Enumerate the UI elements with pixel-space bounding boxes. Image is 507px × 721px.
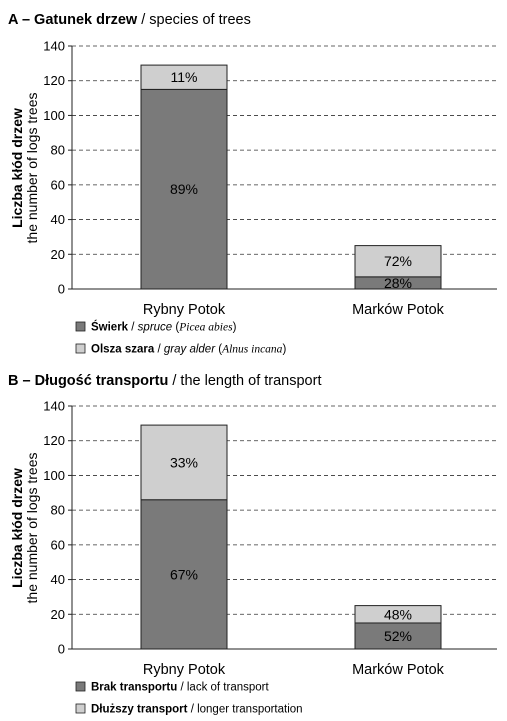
y-tick-label: 120 — [43, 433, 65, 448]
bar-segment — [354, 245, 442, 278]
legend-name-scientific: Picea abies — [178, 322, 233, 334]
y-tick-label: 140 — [43, 39, 65, 54]
data-label: 11% — [171, 69, 198, 85]
bar-segment — [354, 605, 442, 624]
legend-name-bold: Brak transportu — [91, 682, 177, 694]
panel-title-rest: / the length of transport — [168, 373, 321, 389]
legend-entry: Olsza szara / gray alder (Alnus incana) — [91, 344, 286, 356]
legend-name-bold: Olsza szara — [91, 344, 155, 356]
y-axis-label-bold: Liczba kłód drzew — [9, 108, 25, 228]
y-tick-label: 80 — [51, 503, 65, 518]
panel-title-rest: / species of trees — [137, 12, 251, 28]
data-label: 67% — [170, 566, 198, 582]
chart-panel-1: B – Długość transportu / the length of t… — [8, 373, 497, 716]
chart-panel-0: A – Gatunek drzew / species of trees 0 20 4… — [8, 12, 497, 356]
legend-entry: Świerk / spruce (Picea abies) — [91, 321, 237, 334]
y-tick-label: 20 — [51, 607, 65, 622]
y-tick-label: 0 — [58, 642, 65, 657]
y-tick-label: 80 — [51, 143, 65, 158]
y-tick-label: 140 — [43, 399, 65, 414]
legend-name-paren: ( — [172, 322, 179, 334]
data-label: 52% — [384, 628, 412, 644]
x-category-label: Rybny Potok — [143, 302, 226, 318]
y-tick-label: 100 — [43, 108, 65, 123]
panel-title: A – Gatunek drzew / species of trees — [8, 12, 251, 28]
legend-name-sep: / — [154, 344, 164, 356]
x-category-label: Marków Potok — [352, 662, 445, 678]
legend-name-sep: / — [128, 322, 138, 334]
y-tick-label: 60 — [51, 177, 65, 192]
data-label: 72% — [384, 253, 412, 269]
legend-name-rest: / lack of transport — [177, 682, 269, 694]
legend-name-italic: spruce — [138, 322, 173, 334]
y-axis-label-bold: Liczba kłód drzew — [9, 468, 25, 588]
legend-swatch — [75, 343, 86, 354]
y-axis-label: Liczba kłód drzewthe number of logs tree… — [9, 453, 40, 604]
x-category-label: Marków Potok — [352, 302, 445, 318]
data-label: 48% — [384, 606, 412, 622]
legend-name-bold: Świerk — [91, 321, 129, 334]
y-tick-label: 40 — [51, 572, 65, 587]
legend-entry: Brak transportu / lack of transport — [91, 682, 269, 694]
bar-segment — [140, 64, 228, 90]
bar-segment — [140, 88, 228, 290]
legend-swatch — [75, 681, 86, 692]
data-label: 33% — [170, 454, 198, 470]
legend-name-scientific: Alnus incana — [221, 344, 283, 356]
legend-entry: Dłuższy transport / longer transportatio… — [91, 704, 303, 716]
y-tick-label: 60 — [51, 537, 65, 552]
bar-segment — [140, 499, 228, 650]
data-label: 28% — [384, 275, 412, 291]
y-axis-label-rest: the number of logs trees — [24, 453, 40, 604]
panel-title-bold: A – Gatunek drzew — [8, 12, 138, 28]
y-tick-label: 20 — [51, 247, 65, 262]
data-label: 89% — [170, 181, 198, 197]
y-axis-label: Liczba kłód drzewthe number of logs tree… — [9, 93, 40, 244]
legend-name-rest: / longer transportation — [188, 704, 303, 716]
y-tick-label: 0 — [58, 282, 65, 297]
x-category-label: Rybny Potok — [143, 662, 226, 678]
panel-title-bold: B – Długość transportu — [8, 373, 168, 389]
y-tick-label: 120 — [43, 73, 65, 88]
legend-name-paren: ) — [233, 322, 237, 334]
legend-swatch — [75, 703, 86, 714]
y-axis-label-rest: the number of logs trees — [24, 93, 40, 244]
legend-name-italic: gray alder — [164, 344, 216, 356]
legend-name-bold: Dłuższy transport — [91, 704, 188, 716]
legend-name-paren: ) — [282, 344, 286, 356]
y-tick-label: 100 — [43, 468, 65, 483]
legend-name-paren: ( — [215, 344, 222, 356]
y-tick-label: 40 — [51, 212, 65, 227]
panel-title: B – Długość transportu / the length of t… — [8, 373, 321, 389]
bar-segment — [140, 424, 228, 501]
legend-swatch — [75, 321, 86, 332]
